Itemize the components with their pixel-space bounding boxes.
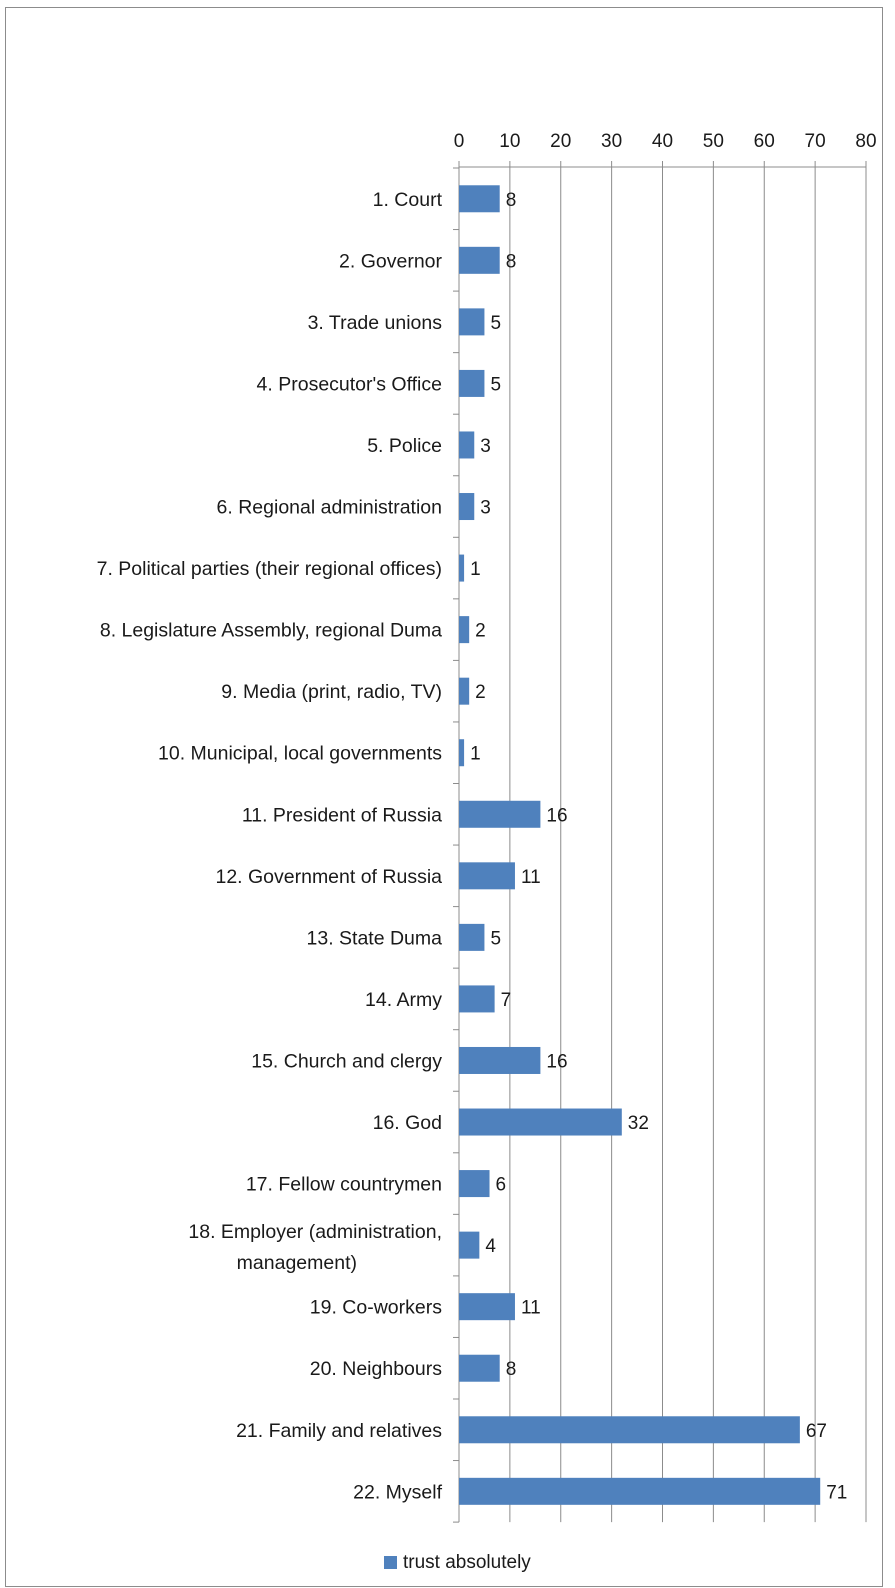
y-tick-label: 18. Employer (administration, management) (188, 1221, 442, 1274)
y-tick-label: 14. Army (365, 989, 442, 1011)
data-label: 3 (480, 436, 491, 457)
data-label: 16 (546, 1051, 567, 1072)
data-label: 1 (470, 559, 481, 580)
data-label: 32 (628, 1113, 649, 1134)
y-tick-label: 4. Prosecutor's Office (257, 373, 442, 395)
bar (459, 739, 465, 767)
y-tick-label: 5. Police (367, 435, 442, 457)
bar (459, 1293, 515, 1321)
data-label: 8 (506, 251, 517, 272)
chart-area: 0 10 20 30 40 50 60 70 80 1. Court 2. Governor 3. … (5, 7, 883, 1587)
y-tick-label: 6. Regional administration (217, 497, 442, 519)
x-tick-label: 70 (805, 131, 826, 152)
bar (459, 1416, 800, 1444)
y-tick-label: 9. Media (print, radio, TV) (221, 681, 442, 703)
y-tick-label: 10. Municipal, local governments (158, 743, 442, 765)
y-tick-label: 20. Neighbours (310, 1358, 443, 1380)
data-label: 4 (485, 1236, 496, 1257)
x-tick-label: 0 (454, 131, 465, 152)
data-label: 5 (490, 928, 501, 949)
y-tick-label: 19. Co-workers (310, 1297, 442, 1319)
value-axis: 0 10 20 30 40 50 60 70 80 (454, 131, 877, 168)
y-tick-label: 7. Political parties (their regional off… (97, 558, 442, 580)
y-tick-label: 15. Church and clergy (251, 1050, 442, 1072)
data-label: 6 (496, 1175, 507, 1196)
data-label: 1 (470, 744, 481, 765)
y-tick-label: 21. Family and relatives (236, 1420, 442, 1442)
bar (459, 1108, 622, 1136)
data-label: 2 (475, 621, 486, 642)
y-tick-label: 16. God (373, 1112, 442, 1134)
bar (459, 616, 470, 644)
bar (459, 1170, 490, 1198)
x-tick-label: 40 (652, 131, 673, 152)
bar (459, 1477, 821, 1505)
bar (459, 431, 475, 459)
x-tick-label: 80 (855, 131, 876, 152)
data-label: 71 (826, 1482, 847, 1503)
data-label: 67 (806, 1421, 827, 1442)
data-label: 2 (475, 682, 486, 703)
y-tick-label: 8. Legislature Assembly, regional Duma (100, 620, 442, 642)
x-tick-label: 50 (703, 131, 724, 152)
y-tick-label: 17. Fellow countrymen (246, 1174, 442, 1196)
data-label: 11 (521, 1298, 541, 1319)
gridlines (509, 167, 867, 1523)
bar (459, 862, 515, 890)
bar (459, 1046, 541, 1074)
x-tick-label: 60 (754, 131, 775, 152)
bar (459, 985, 495, 1013)
y-tick-label: 13. State Duma (307, 927, 443, 949)
bar (459, 185, 500, 213)
bar (459, 800, 541, 828)
data-label: 11 (521, 867, 541, 888)
data-label: 8 (506, 1359, 517, 1380)
x-tick-label: 10 (499, 131, 520, 152)
legend-label: trust absolutely (403, 1552, 531, 1573)
y-tick-label: 3. Trade unions (308, 312, 443, 334)
y-tick-label: 1. Court (373, 189, 443, 211)
y-tick-label: 12. Government of Russia (215, 866, 442, 888)
data-label: 7 (501, 990, 512, 1011)
x-tick-label: 20 (550, 131, 571, 152)
category-axis: 1. Court 2. Governor 3. Trade unions 4. Pro… (97, 167, 460, 1523)
legend-swatch (384, 1556, 397, 1569)
bar (459, 1231, 480, 1259)
data-label: 8 (506, 190, 517, 211)
y-tick-label: 11. President of Russia (242, 804, 442, 826)
bar-chart: 0 10 20 30 40 50 60 70 80 1. Court 2. Governor 3. … (97, 131, 877, 1573)
bar (459, 923, 485, 951)
bar (459, 308, 485, 336)
bar (459, 677, 470, 705)
bar (459, 1354, 500, 1382)
legend: trust absolutely (384, 1552, 531, 1573)
data-label: 3 (480, 498, 491, 519)
x-tick-label: 30 (601, 131, 622, 152)
bar (459, 369, 485, 397)
y-tick-label: 22. Myself (353, 1481, 442, 1503)
bar (459, 246, 500, 274)
data-label: 5 (490, 313, 501, 334)
bar (459, 554, 465, 582)
data-label: 16 (546, 805, 567, 826)
bar (459, 493, 475, 521)
data-label: 5 (490, 374, 501, 395)
y-tick-label: 2. Governor (339, 250, 442, 272)
